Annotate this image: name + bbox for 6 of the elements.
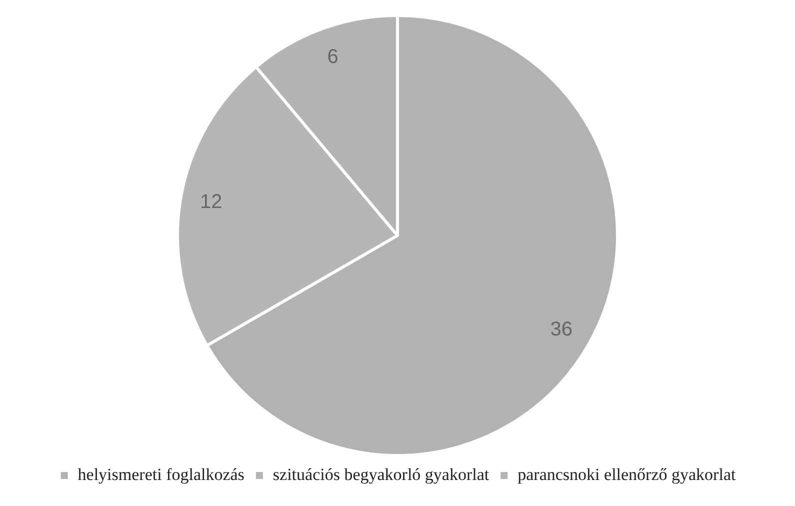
legend-label: helyismereti foglalkozás [78, 464, 244, 484]
data-label: 12 [200, 191, 222, 214]
data-label: 6 [327, 46, 338, 68]
legend-label: szituációs begyakorló gyakorlat [272, 464, 490, 484]
data-label: 36 [550, 318, 572, 341]
legend-label: parancsnoki ellenőrző gyakorlat [518, 464, 736, 484]
